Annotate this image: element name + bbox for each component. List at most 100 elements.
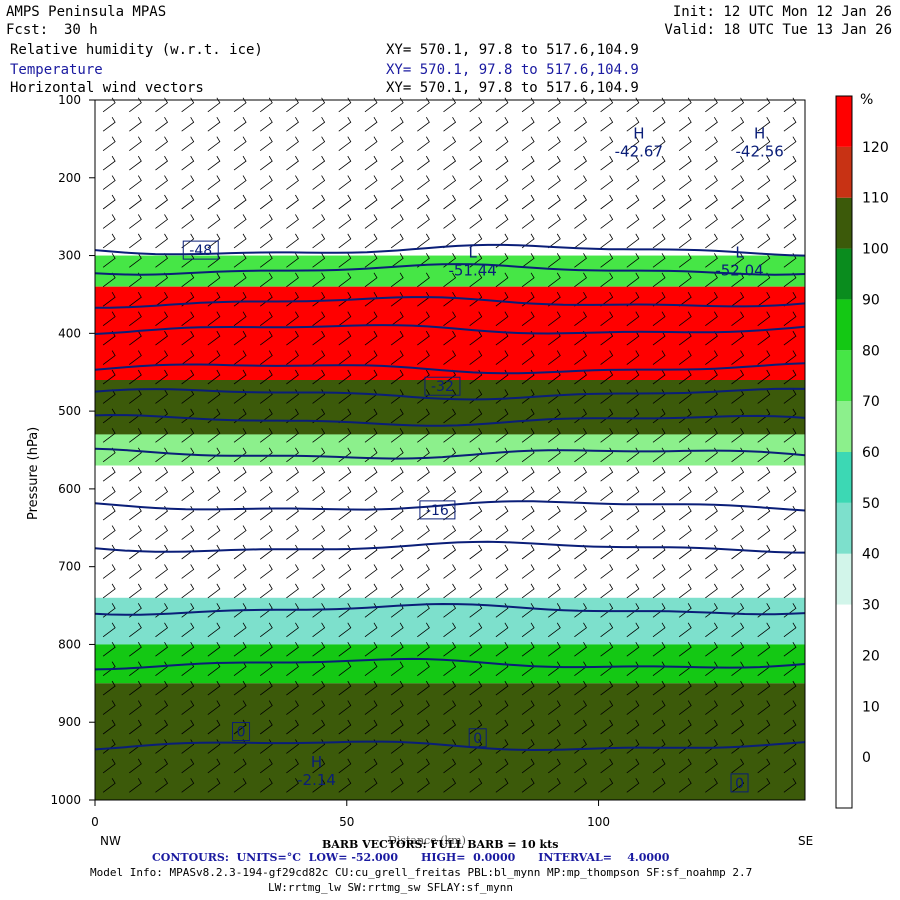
- temperature-contour: [94, 740, 806, 752]
- wind-barb: [181, 194, 195, 210]
- wind-barb: [626, 486, 640, 501]
- x-axis-label: Distance (km): [388, 834, 466, 847]
- wind-barb: [417, 194, 430, 210]
- colorbar-segment: [836, 146, 852, 198]
- wind-barb: [417, 155, 430, 171]
- wind-barb: [286, 778, 299, 793]
- wind-barb: [469, 272, 483, 288]
- wind-barb: [495, 700, 509, 715]
- wind-barb: [705, 272, 718, 288]
- wind-barb: [129, 447, 142, 463]
- wind-barb: [207, 564, 221, 579]
- wind-barb: [259, 117, 273, 132]
- wind-barb: [364, 350, 378, 365]
- wind-barb: [102, 661, 116, 676]
- colorbar-segment: [836, 197, 852, 249]
- field-xy-wind: XY= 570.1, 97.8 to 517.6,104.9: [386, 80, 639, 96]
- wind-barb: [626, 525, 640, 540]
- wind-barb: [678, 447, 692, 463]
- wind-barb: [129, 622, 142, 638]
- wind-barb: [548, 214, 561, 229]
- wind-barb: [652, 758, 666, 774]
- wind-barb: [521, 447, 535, 463]
- wind-barb: [495, 661, 509, 676]
- temperature-contour: [94, 540, 806, 554]
- wind-barb: [364, 564, 378, 579]
- wind-barb: [705, 583, 718, 599]
- wind-barb: [731, 194, 745, 210]
- wind-barb: [155, 758, 169, 774]
- wind-barb: [731, 447, 745, 463]
- wind-barb: [705, 778, 718, 793]
- wind-barb: [600, 311, 614, 326]
- wind-barb: [390, 525, 404, 540]
- wind-barb: [731, 214, 745, 229]
- wind-barb: [364, 428, 378, 443]
- wind-barb: [574, 253, 587, 268]
- wind-barb: [338, 194, 352, 210]
- wind-barb: [757, 369, 771, 385]
- wind-barb: [312, 642, 326, 657]
- wind-barb: [652, 389, 666, 404]
- wind-barb: [417, 467, 430, 482]
- wind-barb: [757, 292, 771, 307]
- wind-barb: [207, 583, 221, 599]
- wind-barb: [783, 583, 797, 599]
- wind-barb: [155, 311, 169, 326]
- wind-barb: [207, 505, 221, 521]
- wind-barb: [574, 778, 587, 793]
- wind-barb: [574, 700, 587, 715]
- wind-barb: [181, 389, 195, 404]
- wind-barb: [757, 175, 771, 190]
- wind-barb: [757, 117, 771, 132]
- wind-barb: [390, 758, 404, 774]
- temperature-contour: [94, 657, 806, 671]
- wind-barb: [626, 155, 640, 171]
- wind-barb: [626, 700, 640, 715]
- extremum-letter: L: [735, 244, 744, 262]
- wind-barb: [207, 350, 221, 365]
- wind-barb: [129, 719, 142, 735]
- wind-barb: [626, 350, 640, 365]
- wind-barb: [390, 583, 404, 599]
- colorbar-tick-label: 0: [862, 750, 871, 766]
- rh-band: [95, 286, 805, 380]
- wind-barb: [417, 758, 430, 774]
- wind-barb: [443, 272, 457, 288]
- wind-barb: [548, 486, 561, 501]
- wind-barb: [364, 155, 378, 171]
- wind-barb: [417, 330, 430, 346]
- wind-barb: [312, 583, 326, 599]
- wind-barb: [207, 447, 221, 463]
- wind-barb: [286, 739, 299, 754]
- wind-barb: [364, 175, 378, 190]
- wind-barb: [652, 525, 666, 540]
- wind-barb: [783, 622, 797, 638]
- x-tick-label: 100: [587, 815, 610, 829]
- wind-barb: [102, 214, 116, 229]
- wind-barb: [521, 155, 535, 171]
- wind-barb: [705, 292, 718, 307]
- wind-barb: [731, 136, 745, 151]
- wind-barb: [600, 97, 614, 113]
- wind-barb: [155, 292, 169, 307]
- wind-barb: [233, 642, 247, 657]
- x-end-right-label: SE: [798, 834, 814, 848]
- wind-barb: [495, 136, 509, 151]
- wind-barb: [259, 447, 273, 463]
- wind-barb: [207, 467, 221, 482]
- wind-barb: [364, 117, 378, 132]
- wind-barb: [469, 622, 483, 638]
- wind-barb: [574, 292, 587, 307]
- wind-barb: [626, 272, 640, 288]
- wind-barb: [155, 194, 169, 210]
- wind-barb: [548, 175, 561, 190]
- wind-barb: [705, 719, 718, 735]
- temperature-contour: [94, 387, 806, 401]
- wind-barb: [626, 583, 640, 599]
- model-info-2: LW:rrtmg_lw SW:rrtmg_sw SFLAY:sf_mynn: [268, 881, 514, 894]
- wind-barb: [417, 428, 430, 443]
- wind-barb: [548, 622, 561, 638]
- wind-barb: [495, 719, 509, 735]
- wind-barb: [443, 642, 457, 657]
